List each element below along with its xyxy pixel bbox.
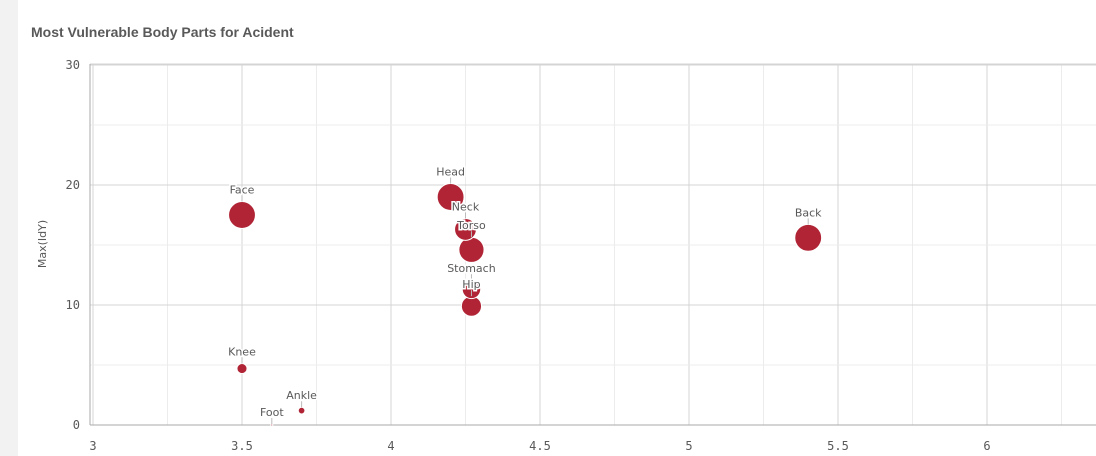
x-tick-label: 6 [983,439,990,453]
data-point-hip[interactable] [460,295,483,317]
point-label-hip: Hip [462,278,480,291]
axes [89,64,1096,426]
x-tick-label: 5 [685,439,692,453]
y-axis-title: Max(IdY) [36,220,49,268]
point-label-foot: Foot [260,406,284,419]
y-tick-label: 20 [66,178,80,192]
y-tick-label: 0 [73,418,80,432]
point-labels: Head Face Neck Torso Back Stomach Hip Knee Ankle… [227,164,824,424]
x-tick-label: 4 [387,439,394,453]
point-label-back: Back [795,206,822,219]
chart-title: Most Vulnerable Body Parts for Acident [31,24,294,40]
x-tick-label: 3 [89,439,96,453]
data-point-foot[interactable] [270,423,274,427]
data-point-knee[interactable] [236,363,248,375]
point-label-stomach: Stomach [447,262,496,275]
data-point-ankle[interactable] [297,406,306,415]
x-tick-label: 4.5 [529,439,551,453]
point-label-neck: Neck [452,200,480,213]
left-panel-strip [0,0,18,456]
x-tick-label: 5.5 [827,439,849,453]
x-tick-label: 3.5 [231,439,253,453]
data-point-face[interactable] [228,201,256,229]
point-label-head: Head [436,166,465,179]
data-point-torso[interactable] [458,236,485,263]
y-tick-label: 10 [66,298,80,312]
point-label-knee: Knee [228,346,256,359]
point-label-face: Face [230,184,255,197]
data-point-back[interactable] [794,223,823,252]
point-label-torso: Torso [456,219,486,232]
y-tick-label: 30 [66,58,80,72]
tick-labels: 3 3.5 4 4.5 5 5.5 6 0 10 20 30 [66,58,991,453]
point-label-ankle: Ankle [286,389,317,402]
